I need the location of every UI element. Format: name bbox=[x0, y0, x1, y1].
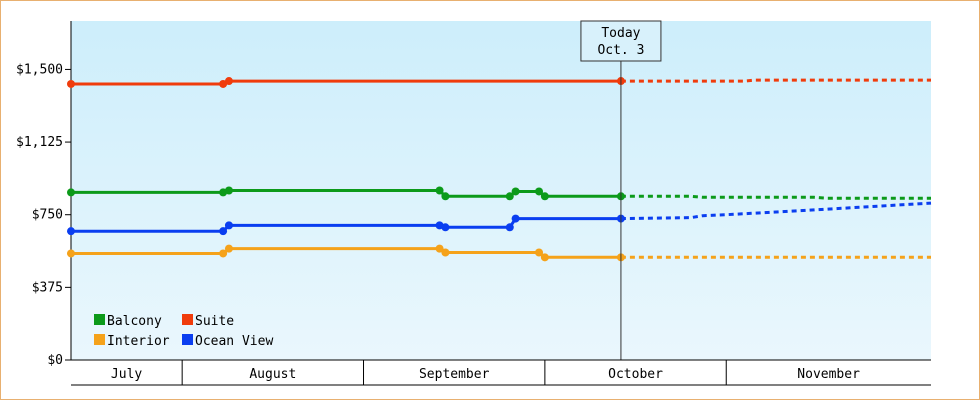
y-tick-label: $375 bbox=[32, 280, 63, 295]
series-forecast-line bbox=[620, 78, 931, 83]
legend-item[interactable]: Ocean View bbox=[182, 334, 273, 349]
plot-area bbox=[71, 21, 931, 360]
today-label-box bbox=[580, 20, 662, 62]
data-point[interactable] bbox=[219, 227, 228, 236]
series-ocean-view bbox=[67, 201, 932, 236]
legend-label: Ocean View bbox=[195, 334, 273, 349]
data-point[interactable] bbox=[67, 79, 75, 88]
legend-item[interactable]: Balcony bbox=[94, 314, 162, 329]
legend-swatch bbox=[182, 314, 193, 325]
y-tick-label: $0 bbox=[47, 353, 63, 368]
data-point[interactable] bbox=[535, 187, 544, 196]
series-suite bbox=[67, 77, 931, 88]
x-tick-label: October bbox=[608, 367, 663, 382]
data-point[interactable] bbox=[441, 248, 450, 257]
data-point[interactable] bbox=[67, 188, 75, 197]
y-tick-label: $1,125 bbox=[16, 135, 63, 150]
data-point[interactable] bbox=[535, 248, 544, 257]
data-point[interactable] bbox=[224, 221, 233, 230]
x-tick-label: September bbox=[419, 367, 490, 382]
legend-label: Interior bbox=[107, 334, 170, 349]
legend-label: Balcony bbox=[107, 314, 162, 329]
data-point[interactable] bbox=[441, 223, 450, 232]
y-tick-label: $1,500 bbox=[16, 62, 63, 77]
data-point[interactable] bbox=[224, 186, 233, 195]
today-date-label: Oct. 3 bbox=[597, 43, 644, 58]
data-point[interactable] bbox=[219, 249, 228, 258]
data-point[interactable] bbox=[511, 214, 520, 223]
x-axis: July August September October November bbox=[71, 359, 931, 386]
legend-swatch bbox=[182, 334, 193, 345]
data-point[interactable] bbox=[540, 253, 549, 262]
data-point[interactable] bbox=[540, 192, 549, 201]
y-tick-label: $750 bbox=[32, 208, 63, 223]
data-point[interactable] bbox=[67, 249, 75, 258]
series-forecast-line bbox=[620, 201, 932, 221]
today-marker: Today Oct. 3 bbox=[580, 20, 662, 360]
legend-swatch bbox=[94, 334, 105, 345]
y-axis: $0 $375 $750 $1,125 $1,500 bbox=[16, 21, 72, 368]
legend: Balcony Suite Interior Ocean View bbox=[94, 314, 273, 349]
series-interior bbox=[67, 244, 931, 262]
data-point[interactable] bbox=[511, 187, 520, 196]
data-point[interactable] bbox=[505, 192, 514, 201]
data-point[interactable] bbox=[435, 186, 444, 195]
legend-item[interactable]: Suite bbox=[182, 314, 234, 329]
x-tick-label: July bbox=[111, 367, 142, 382]
x-tick-label: August bbox=[249, 367, 296, 382]
legend-item[interactable]: Interior bbox=[94, 334, 170, 349]
data-point[interactable] bbox=[505, 223, 514, 232]
legend-swatch bbox=[94, 314, 105, 325]
x-tick-label: November bbox=[797, 367, 860, 382]
today-label: Today bbox=[601, 26, 640, 41]
legend-label: Suite bbox=[195, 314, 234, 329]
series-forecast-line bbox=[620, 194, 931, 200]
data-point[interactable] bbox=[224, 77, 233, 86]
data-point[interactable] bbox=[441, 192, 450, 201]
data-point[interactable] bbox=[435, 244, 444, 253]
data-point[interactable] bbox=[67, 227, 75, 236]
data-point[interactable] bbox=[224, 244, 233, 253]
